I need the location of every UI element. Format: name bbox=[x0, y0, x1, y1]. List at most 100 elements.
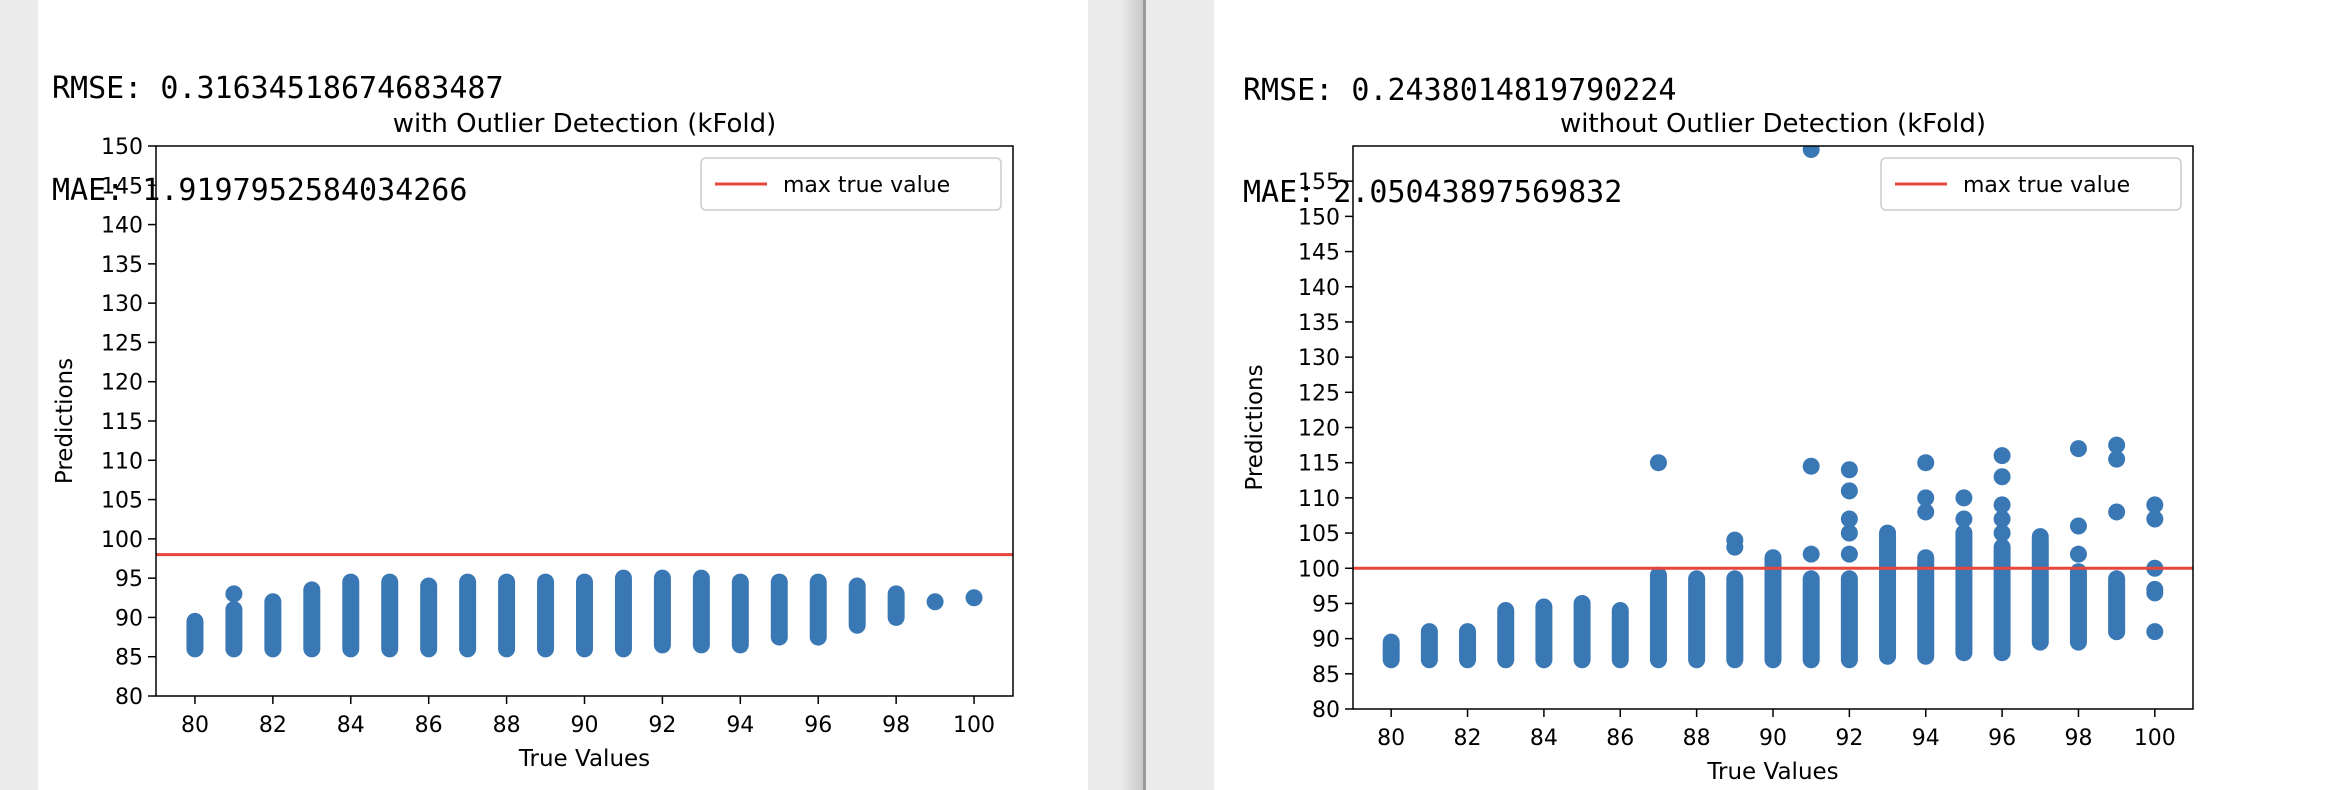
y-tick-label: 120 bbox=[1298, 417, 1340, 442]
y-tick-label: 100 bbox=[101, 528, 143, 553]
scatter-points bbox=[1382, 146, 2164, 669]
y-tick-label: 135 bbox=[101, 253, 143, 278]
y-tick-label: 145 bbox=[101, 174, 143, 199]
scatter-point bbox=[1802, 457, 1820, 475]
x-axis-label: True Values bbox=[1706, 759, 1838, 785]
scatter-chart-without-outlier-detection: without Outlier Detection (kFold) 80 85 90 9… bbox=[1242, 109, 2194, 785]
scatter-point bbox=[1802, 146, 1820, 159]
scatter-point bbox=[1802, 545, 1820, 563]
x-tick-label: 92 bbox=[648, 713, 676, 738]
x-tick-label: 90 bbox=[1759, 726, 1787, 751]
scatter-point bbox=[2031, 528, 2049, 546]
output-panel-left bbox=[38, 0, 1088, 790]
scatter-point bbox=[1840, 482, 1858, 500]
x-tick-label: 86 bbox=[1606, 726, 1634, 751]
panel-divider[interactable] bbox=[1143, 0, 1146, 790]
scatter-point bbox=[1917, 454, 1935, 472]
scatter-point bbox=[2146, 623, 2164, 641]
y-tick-label: 90 bbox=[115, 606, 143, 631]
scatter-point bbox=[2146, 510, 2164, 528]
rmse-text-left: RMSE: 0.31634518674683487 bbox=[52, 71, 504, 106]
scatter-point bbox=[225, 585, 243, 603]
plot-frame bbox=[155, 145, 1014, 697]
x-tick-label: 84 bbox=[1530, 726, 1558, 751]
scatter-point bbox=[2108, 503, 2126, 521]
x-tick-label: 82 bbox=[1454, 726, 1482, 751]
mae-text-right: MAE: 2.05043897569832 bbox=[1243, 175, 1623, 210]
scatter-point bbox=[2146, 496, 2164, 514]
x-tick-label: 94 bbox=[1912, 726, 1940, 751]
scatter-point bbox=[1840, 461, 1858, 479]
metrics-output-left: RMSE: 0.31634518674683487 MAE: 1.9197952… bbox=[52, 4, 504, 242]
x-tick-label: 82 bbox=[259, 713, 287, 738]
scatter-point bbox=[2146, 584, 2164, 602]
y-tick-label: 135 bbox=[1298, 311, 1340, 336]
x-tick-label: 92 bbox=[1835, 726, 1863, 751]
scatter-point bbox=[1993, 496, 2011, 514]
y-tick-label: 95 bbox=[115, 567, 143, 592]
y-tick-label: 125 bbox=[101, 331, 143, 356]
y-tick-label: 115 bbox=[1298, 452, 1340, 477]
scatter-point bbox=[926, 593, 944, 611]
x-tick-label: 96 bbox=[804, 713, 832, 738]
y-tick-label: 105 bbox=[101, 489, 143, 514]
scatter-point bbox=[1993, 447, 2011, 465]
y-tick-label: 85 bbox=[1312, 663, 1340, 688]
x-tick-label: 84 bbox=[337, 713, 365, 738]
x-tick-label: 86 bbox=[415, 713, 443, 738]
y-axis-label: Predictions bbox=[52, 358, 78, 484]
scatter-point bbox=[1649, 454, 1667, 472]
scatter-point bbox=[965, 589, 983, 607]
x-tick-label: 88 bbox=[1683, 726, 1711, 751]
scatter-point bbox=[2069, 545, 2087, 563]
y-tick-label: 80 bbox=[1312, 698, 1340, 723]
scatter-point bbox=[1955, 510, 1973, 528]
y-tick-label: 125 bbox=[1298, 381, 1340, 406]
scatter-point bbox=[1840, 545, 1858, 563]
x-tick-label: 98 bbox=[882, 713, 910, 738]
metrics-output-right: RMSE: 0.2438014819790224 MAE: 2.05043897… bbox=[1243, 6, 1676, 244]
x-tick-label: 100 bbox=[953, 713, 995, 738]
y-tick-label: 115 bbox=[101, 410, 143, 435]
x-tick-label: 98 bbox=[2064, 726, 2092, 751]
x-tick-label: 88 bbox=[493, 713, 521, 738]
y-tick-label: 150 bbox=[1298, 205, 1340, 230]
y-tick-label: 110 bbox=[101, 449, 143, 474]
mae-text-left: MAE: 1.9197952584034266 bbox=[52, 173, 468, 208]
scatter-point bbox=[1955, 489, 1973, 507]
scatter-point bbox=[1917, 489, 1935, 507]
legend-label: max true value bbox=[1963, 173, 2130, 198]
x-tick-label: 80 bbox=[1377, 726, 1405, 751]
y-tick-label: 140 bbox=[1298, 276, 1340, 301]
scatter-point bbox=[2108, 623, 2126, 641]
rmse-text-right: RMSE: 0.2438014819790224 bbox=[1243, 73, 1677, 108]
scatter-point bbox=[1726, 538, 1744, 556]
y-tick-label: 90 bbox=[1312, 628, 1340, 653]
y-tick-label: 95 bbox=[1312, 592, 1340, 617]
y-tick-label: 130 bbox=[101, 292, 143, 317]
x-tick-label: 96 bbox=[1988, 726, 2016, 751]
legend-label: max true value bbox=[783, 173, 950, 198]
scatter-point bbox=[1993, 510, 2011, 528]
y-tick-label: 155 bbox=[1298, 170, 1340, 195]
y-tick-label: 130 bbox=[1298, 346, 1340, 371]
y-tick-label: 85 bbox=[115, 646, 143, 671]
plot-frame bbox=[1352, 145, 2194, 710]
scatter-point bbox=[2108, 436, 2126, 454]
x-tick-label: 94 bbox=[726, 713, 754, 738]
scatter-point bbox=[2069, 440, 2087, 458]
y-tick-label: 140 bbox=[101, 214, 143, 239]
legend-box bbox=[700, 157, 1002, 211]
scatter-point bbox=[2069, 517, 2087, 535]
scatter-point bbox=[1840, 510, 1858, 528]
x-axis-label: True Values bbox=[518, 746, 650, 772]
legend-box bbox=[1880, 157, 2182, 211]
panel-divider-shadow bbox=[1120, 0, 1143, 790]
y-tick-label: 145 bbox=[1298, 241, 1340, 266]
scatter-point bbox=[1840, 524, 1858, 542]
y-tick-label: 80 bbox=[115, 685, 143, 710]
y-tick-label: 120 bbox=[101, 371, 143, 396]
scatter-point bbox=[1993, 468, 2011, 486]
x-tick-label: 100 bbox=[2134, 726, 2176, 751]
x-tick-label: 90 bbox=[571, 713, 599, 738]
